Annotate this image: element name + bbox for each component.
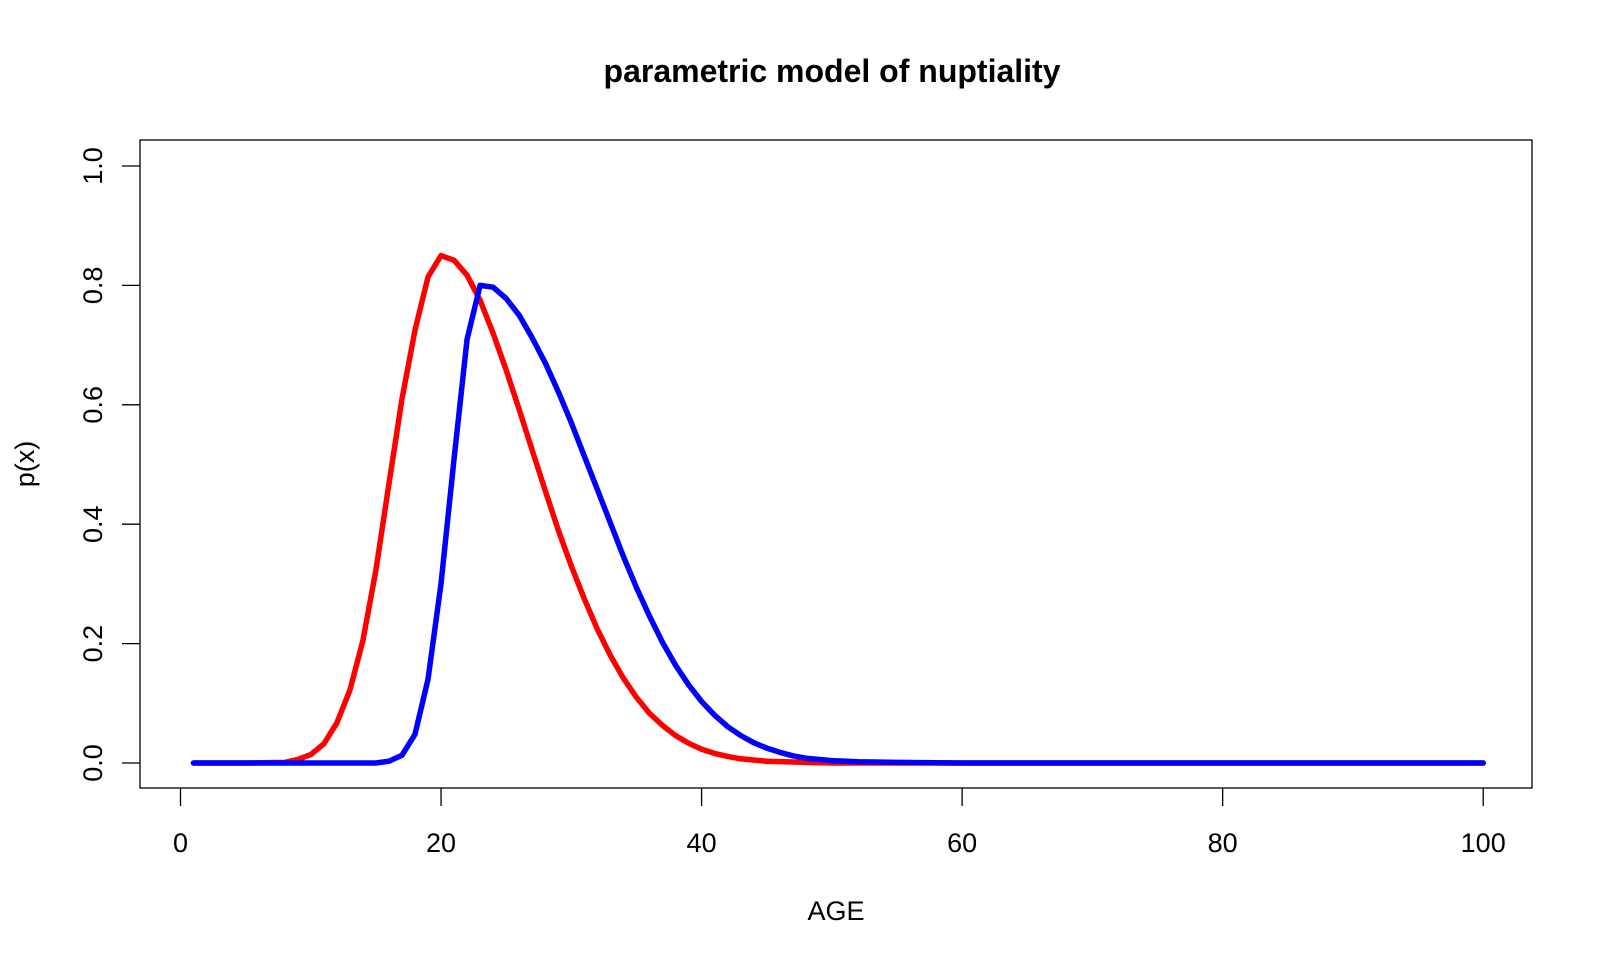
series-line-blue: [190, 282, 1486, 766]
y-axis: 0.0 0.2 0.4 0.6 0.8 1.0: [78, 147, 140, 782]
chart-title: parametric model of nuptiality: [604, 53, 1061, 89]
series-group: [190, 252, 1486, 766]
x-tick-label: 40: [687, 828, 717, 858]
x-axis-label: AGE: [807, 896, 864, 926]
y-tick-label: 0.0: [78, 744, 108, 782]
y-tick-label: 0.6: [78, 386, 108, 424]
y-tick-label: 0.4: [78, 505, 108, 543]
x-tick-label: 60: [947, 828, 977, 858]
plot-frame: [139, 139, 1533, 789]
x-axis: 0 20 40 60 80 100: [173, 788, 1506, 858]
x-tick-label: 80: [1208, 828, 1238, 858]
x-tick-label: 0: [173, 828, 188, 858]
x-tick-label: 20: [426, 828, 456, 858]
y-tick-label: 0.8: [78, 267, 108, 305]
y-axis-label: p(x): [10, 441, 40, 488]
x-tick-label: 100: [1461, 828, 1506, 858]
series-line-red: [190, 252, 1486, 766]
y-tick-label: 1.0: [78, 147, 108, 185]
y-tick-label: 0.2: [78, 625, 108, 663]
